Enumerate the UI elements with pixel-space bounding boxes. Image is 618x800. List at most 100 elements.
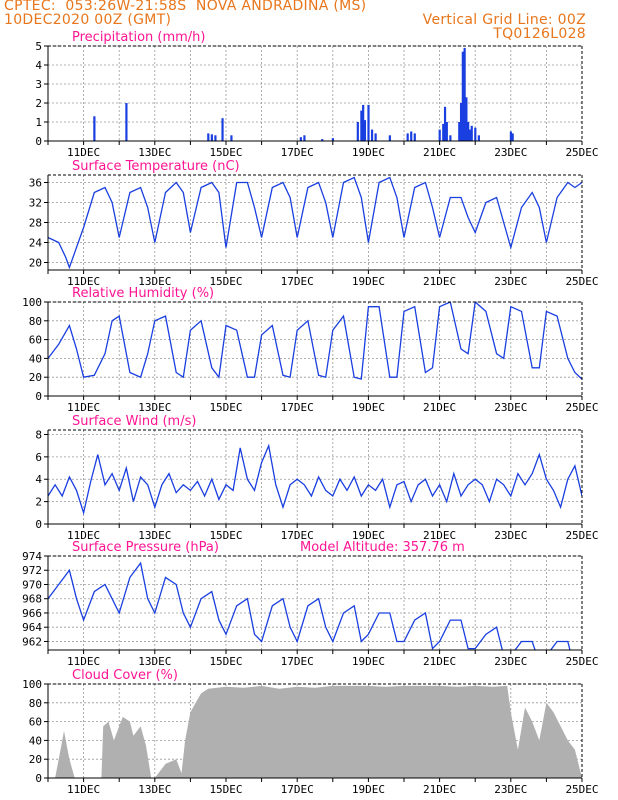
precip-bar xyxy=(442,123,445,141)
wind-xtick-label: 21DEC xyxy=(423,529,456,542)
cloud-xtick-label: 25DEC xyxy=(565,783,598,796)
wind-xtick-label: 15DEC xyxy=(209,529,242,542)
wind-panel: 0 2 4 6 8 11DEC 13DEC 15DEC 17DEC 19DEC 21DEC 23DEC… xyxy=(35,414,598,542)
precip-bar xyxy=(511,133,514,141)
precip-xtick-label: 21DEC xyxy=(423,146,456,159)
pressure-xtick-label: 13DEC xyxy=(138,655,171,668)
rh-line xyxy=(48,302,582,380)
precip-bar xyxy=(221,118,224,141)
precip-bar xyxy=(474,127,477,141)
temp-panel: 20 24 28 32 36 11DEC 13DEC 15DEC 17DEC 19DEC 21DEC… xyxy=(29,159,599,288)
precip-panel: 0 1 2 3 4 5 11DEC 13DEC 15DEC 17DEC 19DEC 21DEC 23DE… xyxy=(35,30,598,159)
precip-bar xyxy=(465,97,468,141)
precip-ytick-label: 3 xyxy=(35,78,42,91)
rh-xtick-label: 13DEC xyxy=(138,401,171,414)
cloud-title: Cloud Cover (%) xyxy=(72,668,178,683)
precip-bar xyxy=(445,122,448,141)
precip-bar xyxy=(210,134,213,141)
temp-title: Surface Temperature (nC) xyxy=(72,159,240,174)
precip-ytick-label: 5 xyxy=(35,40,42,53)
rh-ytick-label: 40 xyxy=(29,352,42,365)
pressure-ytick-label: 964 xyxy=(22,621,42,634)
temp-xtick-label: 25DEC xyxy=(565,275,598,288)
precip-bar xyxy=(356,122,359,141)
rh-xtick-label: 15DEC xyxy=(209,401,242,414)
rh-xtick-label: 17DEC xyxy=(281,401,314,414)
temp-ytick-label: 20 xyxy=(29,257,42,270)
cloud-ytick-label: 80 xyxy=(29,697,42,710)
pressure-ytick-label: 972 xyxy=(22,564,42,577)
precip-bar xyxy=(299,137,302,141)
precip-bar xyxy=(461,51,464,141)
rh-ytick-label: 80 xyxy=(29,315,42,328)
precip-bar xyxy=(93,116,96,141)
precip-bar xyxy=(470,125,473,141)
cloud-xtick-label: 13DEC xyxy=(138,783,171,796)
pressure-ytick-label: 968 xyxy=(22,593,42,606)
pressure-xtick-label: 19DEC xyxy=(352,655,385,668)
precip-xtick-label: 23DEC xyxy=(494,146,527,159)
rh-xtick-label: 21DEC xyxy=(423,401,456,414)
cloud-panel: 0 20 40 60 80 100 11DEC 13DEC 15DEC 17DEC 19DEC 21D… xyxy=(22,668,598,796)
header-vertical-grid-note: Vertical Grid Line: 00Z xyxy=(422,12,586,28)
wind-ytick-label: 4 xyxy=(35,473,42,486)
rh-title: Relative Humidity (%) xyxy=(72,286,214,301)
rh-xtick-label: 25DEC xyxy=(565,401,598,414)
cloud-xtick-label: 17DEC xyxy=(281,783,314,796)
precip-bar xyxy=(214,135,217,141)
cloud-area xyxy=(48,685,582,778)
pressure-title: Surface Pressure (hPa) xyxy=(72,540,219,555)
precip-xtick-label: 25DEC xyxy=(565,146,598,159)
wind-xtick-label: 17DEC xyxy=(281,529,314,542)
temp-xtick-label: 21DEC xyxy=(423,275,456,288)
pressure-subtitle: Model Altitude: 357.76 m xyxy=(300,540,465,555)
header-location: CPTEC: 053:26W-21:58S NOVA ANDRADINA (MS… xyxy=(4,0,367,14)
precip-bar xyxy=(406,133,409,141)
pressure-data xyxy=(48,561,571,650)
cloud-xtick-label: 23DEC xyxy=(494,783,527,796)
precip-title: Precipitation (mm/h) xyxy=(72,30,205,45)
precip-bar xyxy=(467,122,470,141)
wind-ytick-label: 6 xyxy=(35,451,42,464)
precip-xtick-label: 11DEC xyxy=(67,146,100,159)
cloud-ytick-label: 20 xyxy=(29,753,42,766)
pressure-xtick-label: 23DEC xyxy=(494,655,527,668)
wind-ytick-label: 0 xyxy=(35,518,42,531)
temp-xtick-label: 15DEC xyxy=(209,275,242,288)
precip-bar xyxy=(360,110,363,141)
rh-panel: 0 20 40 60 80 100 11DEC 13DEC 15DEC 17DEC 19DEC 21D… xyxy=(22,286,598,414)
temp-xtick-label: 17DEC xyxy=(281,275,314,288)
rh-xtick-label: 11DEC xyxy=(67,401,100,414)
wind-data xyxy=(48,443,582,516)
precip-bar xyxy=(388,135,391,141)
precip-bar xyxy=(410,131,413,141)
precip-bar xyxy=(459,103,463,141)
rh-xtick-label: 19DEC xyxy=(352,401,385,414)
temp-xtick-label: 13DEC xyxy=(138,275,171,288)
precip-bar xyxy=(449,135,452,141)
wind-ytick-label: 2 xyxy=(35,496,42,509)
header-date: 10DEC2020 00Z (GMT) xyxy=(4,12,172,28)
precip-xtick-label: 19DEC xyxy=(352,146,385,159)
precip-ytick-label: 4 xyxy=(35,59,42,72)
rh-ytick-label: 60 xyxy=(29,334,42,347)
precip-bar xyxy=(303,135,306,141)
precip-bar xyxy=(438,129,441,141)
pressure-line xyxy=(48,561,571,650)
precip-xtick-label: 15DEC xyxy=(209,146,242,159)
wind-line xyxy=(48,443,582,516)
pressure-ytick-label: 974 xyxy=(22,550,42,563)
pressure-xtick-label: 25DEC xyxy=(565,655,598,668)
precip-bar xyxy=(370,129,374,141)
cloud-ytick-label: 40 xyxy=(29,734,42,747)
wind-xtick-label: 19DEC xyxy=(352,529,385,542)
pressure-xtick-label: 11DEC xyxy=(67,655,100,668)
precip-bar xyxy=(374,133,377,141)
precip-ytick-label: 2 xyxy=(35,97,42,110)
temp-ytick-label: 28 xyxy=(29,217,42,230)
precip-bar xyxy=(367,104,370,141)
header-model-code: TQ0126L028 xyxy=(493,26,586,42)
temp-xtick-label: 11DEC xyxy=(67,275,100,288)
